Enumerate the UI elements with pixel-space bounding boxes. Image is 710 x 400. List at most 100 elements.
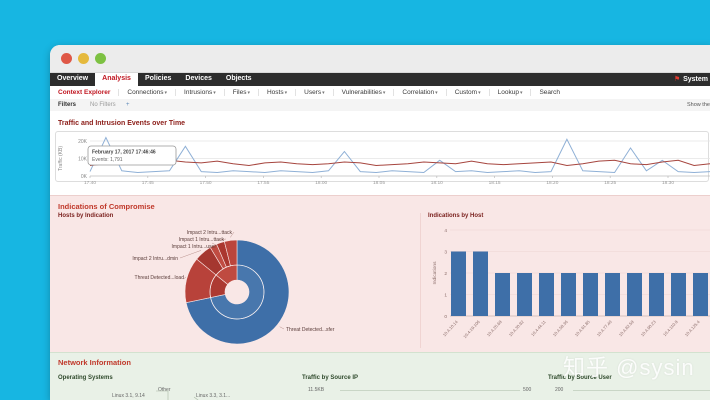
subnav-item-files[interactable]: Files▾ (225, 89, 259, 96)
chevron-down-icon: ▾ (435, 90, 438, 96)
x-tick-label: 18:00 (315, 180, 327, 186)
bar-x-tick-label: 10.4.19.106 (462, 319, 481, 339)
bar-y-tick-label: 4 (444, 228, 447, 234)
add-filter-button[interactable]: + (126, 101, 130, 108)
os-label-left: Linux 3.1, 9.14 (112, 393, 145, 399)
nav-tab-devices[interactable]: Devices (185, 75, 212, 82)
subnav-item-connections[interactable]: Connections▾ (119, 89, 177, 96)
bar-y-tick-label: 1 (444, 293, 447, 299)
window-titlebar (50, 45, 710, 73)
tooltip-value: Events: 1,791 (92, 157, 123, 163)
y-tick-label: 0K (81, 174, 88, 180)
chevron-down-icon: ▾ (284, 90, 288, 96)
pie-label: Impact 1 Intru...user (172, 244, 217, 250)
bar-10.4.82.59[interactable] (627, 273, 642, 316)
bar-x-tick-label: 10.4.58.36 (552, 319, 569, 338)
system-menu[interactable]: System (683, 76, 708, 83)
tooltip-date: February 17, 2017 17:46:46 (92, 150, 156, 156)
operating-systems-title: Operating Systems (58, 375, 113, 381)
subnav-item-correlation[interactable]: Correlation▾ (394, 89, 447, 96)
chevron-down-icon: ▾ (382, 90, 386, 96)
section-traffic-events: Traffic and Intrusion Events over Time 2… (50, 111, 710, 195)
bar-10.4.90.23[interactable] (649, 273, 664, 316)
bar-10.4.25.68[interactable] (495, 273, 510, 316)
pie-label: Threat Detected...sfer (286, 327, 335, 333)
bar-y-axis-label: Indications (432, 261, 438, 285)
bar-x-tick-label: 10.4.44.11 (530, 319, 547, 337)
deploy-alert-icon[interactable]: ⚑ (673, 76, 681, 83)
series-traffic-kb-[interactable] (89, 136, 710, 174)
bar-x-tick-label: 10.4.30.92 (508, 319, 525, 338)
bar-y-tick-label: 3 (444, 250, 447, 256)
bar-10.4.61.85[interactable] (583, 273, 598, 316)
subnav-item-intrusions[interactable]: Intrusions▾ (176, 89, 225, 96)
zoom-button[interactable] (95, 53, 106, 64)
nav-tab-objects[interactable]: Objects (225, 75, 252, 82)
bar-10.4.30.92[interactable] (517, 273, 532, 316)
bar-10.4.77.40[interactable] (605, 273, 620, 316)
pie-label: Impact 2 Intru...dmin (132, 256, 178, 262)
pie-label-leader (279, 326, 285, 330)
user-axis-left-label: 200 (555, 387, 564, 393)
bar-10.4.110.8[interactable] (671, 273, 686, 316)
nav-tab-analysis[interactable]: Analysis (95, 73, 138, 86)
subnav-item-context-explorer[interactable]: Context Explorer (50, 89, 120, 96)
bar-10.4.19.106[interactable] (473, 251, 488, 317)
ip-axis-line (340, 390, 520, 391)
section-indications-of-compromise: Indications of Compromise Hosts by Indic… (50, 195, 710, 353)
close-button[interactable] (61, 53, 72, 64)
browser-window: Overview Analysis Policies Devices Objects ⚑… (50, 45, 710, 400)
subnav-item-search[interactable]: Search (539, 89, 561, 96)
bar-10.4.125.4[interactable] (693, 273, 708, 316)
pie-label-leader (183, 276, 187, 280)
ip-axis-left-label: 11.5KB (308, 387, 325, 393)
ioc-section-title: Indications of Compromise (58, 202, 155, 211)
chevron-down-icon: ▾ (322, 90, 325, 96)
os-label-other: Other (158, 387, 171, 393)
os-donut-sliver[interactable] (50, 353, 710, 400)
nav-tab-policies[interactable]: Policies (144, 75, 172, 82)
watermark: 知乎 @sysin (563, 355, 695, 380)
show-last-dropdown[interactable]: Show the last: 1 hour (687, 102, 710, 108)
pie-label-leader (179, 250, 202, 259)
x-tick-label: 18:25 (604, 180, 616, 186)
nav-right: ⚑ System (674, 73, 708, 86)
column-divider (420, 213, 421, 348)
network-section-title: Network Information (58, 358, 131, 367)
bar-x-tick-label: 10.4.110.8 (662, 319, 679, 337)
subnav-item-users[interactable]: Users▾ (296, 89, 334, 96)
pie-label: Threat Detected...load (135, 275, 185, 281)
bar-10.4.10.14[interactable] (451, 251, 466, 317)
x-tick-label: 17:45 (142, 180, 154, 186)
bar-y-tick-label: 0 (444, 314, 447, 320)
subnav-item-hosts[interactable]: Hosts▾ (259, 89, 297, 96)
series-intrusion-events[interactable] (89, 159, 710, 167)
bar-x-tick-label: 10.4.90.23 (640, 319, 657, 338)
traffic-chart-frame (55, 131, 709, 182)
subnav-item-lookup[interactable]: Lookup▾ (490, 89, 532, 96)
y-tick-label: 20K (78, 139, 88, 145)
subnav-item-vulnerabilities[interactable]: Vulnerabilities▾ (334, 89, 395, 96)
traffic-by-source-user-title: Traffic by Source User (548, 375, 612, 381)
main-nav-tabs: Overview Analysis Policies Devices Objects (50, 73, 259, 86)
x-tick-label: 18:15 (489, 180, 501, 186)
bar-10.4.58.36[interactable] (561, 273, 576, 316)
bar-10.4.44.11[interactable] (539, 273, 554, 316)
bar-x-tick-label: 10.4.10.14 (442, 319, 459, 338)
minimize-button[interactable] (78, 53, 89, 64)
nav-tab-overview[interactable]: Overview (57, 75, 89, 82)
traffic-by-source-ip-title: Traffic by Source IP (302, 375, 359, 381)
bar-x-tick-label: 10.4.82.59 (618, 319, 635, 338)
pie-hole (225, 280, 249, 304)
pie-label-leader (211, 242, 219, 247)
os-label-leader (156, 390, 169, 400)
subnav-item-custom[interactable]: Custom▾ (447, 89, 490, 96)
traffic-y-axis-label: Traffic (KB) (58, 146, 64, 171)
filters-value[interactable]: No Filters (90, 102, 116, 108)
chevron-down-icon: ▾ (478, 90, 481, 96)
traffic-line-chart[interactable]: 20K 10K 0K Traffic (KB) 17:40 17:45 17:50 17:55… (50, 111, 710, 195)
os-label-right: Linux 3.3, 3.1... (196, 393, 231, 399)
x-tick-label: 18:20 (546, 180, 558, 186)
traffic-section-title: Traffic and Intrusion Events over Time (58, 120, 186, 127)
